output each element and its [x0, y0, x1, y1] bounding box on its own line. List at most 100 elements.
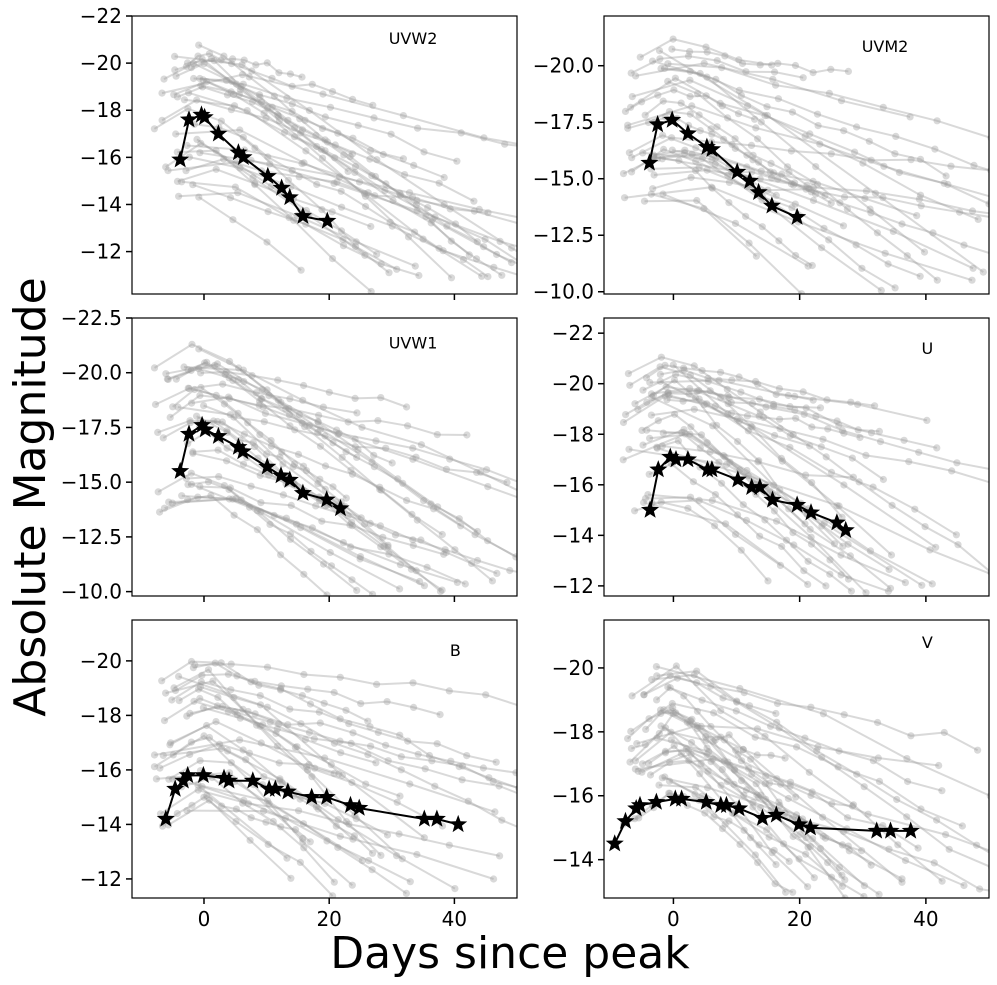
background-point — [180, 363, 188, 371]
background-point — [376, 522, 384, 530]
background-point — [708, 496, 716, 505]
background-curves — [619, 35, 989, 294]
background-point — [879, 194, 887, 202]
background-point — [337, 227, 346, 235]
background-point — [717, 393, 725, 401]
background-point — [306, 838, 314, 846]
background-point — [686, 371, 695, 379]
background-point — [163, 375, 171, 383]
background-point — [643, 258, 650, 265]
background-point — [158, 89, 166, 97]
background-point — [761, 516, 769, 524]
background-point — [168, 499, 176, 507]
background-point — [938, 877, 946, 885]
background-point — [974, 215, 982, 223]
background-point — [801, 734, 809, 742]
background-point — [776, 561, 785, 570]
background-point — [713, 57, 721, 65]
background-point — [686, 92, 694, 101]
background-point — [905, 458, 913, 466]
background-point — [265, 471, 273, 479]
y-tick-label: −20 — [552, 656, 594, 680]
background-point — [291, 133, 299, 141]
background-point — [186, 417, 194, 425]
background-point — [233, 672, 241, 680]
background-point — [406, 878, 414, 886]
background-point — [353, 586, 361, 595]
background-point — [718, 766, 726, 774]
background-point — [928, 580, 936, 588]
y-tick-label: −18 — [80, 703, 122, 727]
background-point — [260, 773, 268, 781]
background-point — [218, 418, 226, 426]
background-point — [898, 878, 906, 886]
background-point — [193, 412, 201, 420]
background-curve — [167, 367, 443, 536]
background-point — [411, 262, 419, 270]
background-point — [720, 757, 728, 765]
background-point — [351, 168, 359, 176]
background-point — [197, 383, 205, 392]
background-point — [422, 212, 430, 220]
background-point — [776, 425, 784, 433]
background-point — [991, 480, 997, 487]
background-point — [481, 235, 489, 243]
background-point — [806, 843, 815, 851]
background-point — [929, 229, 937, 237]
background-point — [867, 156, 875, 164]
background-point — [790, 181, 798, 189]
background-point — [268, 74, 276, 82]
background-curve — [171, 680, 497, 764]
background-curve — [194, 123, 489, 278]
background-curve — [173, 668, 382, 857]
background-point — [953, 459, 961, 467]
background-point — [362, 780, 370, 788]
background-point — [160, 717, 169, 725]
background-point — [396, 585, 404, 593]
background-point — [371, 172, 380, 181]
background-point — [721, 453, 729, 461]
background-point — [816, 140, 824, 148]
background-point — [911, 505, 919, 513]
background-curve — [189, 705, 517, 774]
background-point — [255, 91, 263, 99]
background-point — [386, 218, 394, 226]
background-point — [628, 93, 636, 101]
highlight-star — [331, 498, 350, 517]
background-point — [264, 797, 272, 805]
background-curve — [172, 778, 363, 862]
background-point — [940, 179, 948, 187]
background-point — [334, 129, 342, 137]
background-point — [686, 493, 695, 501]
background-point — [184, 384, 192, 392]
background-curves — [619, 353, 997, 596]
background-point — [484, 537, 492, 545]
background-point — [903, 813, 911, 821]
background-point — [758, 223, 766, 231]
background-point — [244, 707, 252, 716]
background-point — [325, 388, 333, 396]
background-curve — [167, 798, 292, 880]
background-point — [825, 89, 834, 97]
background-point — [442, 465, 450, 473]
background-point — [774, 95, 783, 103]
background-point — [666, 706, 675, 714]
background-point — [684, 504, 692, 512]
background-point — [368, 172, 376, 180]
background-point — [948, 467, 956, 475]
background-point — [446, 205, 454, 213]
background-point — [232, 817, 240, 826]
background-curve — [187, 144, 517, 224]
background-point — [305, 422, 313, 430]
background-point — [635, 814, 643, 822]
background-point — [881, 249, 889, 257]
background-point — [707, 758, 715, 766]
background-point — [331, 154, 339, 162]
background-point — [200, 732, 208, 740]
background-point — [227, 759, 235, 767]
y-tick-label: −15.0 — [61, 470, 122, 494]
background-point — [220, 482, 228, 490]
background-point — [751, 115, 759, 123]
background-curve — [628, 448, 923, 587]
